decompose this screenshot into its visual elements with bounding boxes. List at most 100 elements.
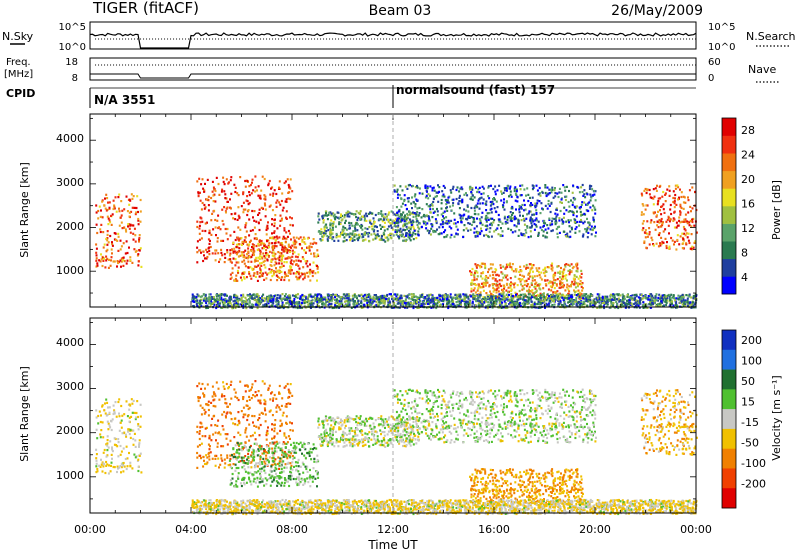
power-cell xyxy=(539,200,541,202)
power-cell xyxy=(551,187,553,189)
power-cell xyxy=(438,191,440,193)
power-cell xyxy=(404,194,406,196)
power-cell xyxy=(343,236,345,238)
power-cell xyxy=(256,245,258,247)
power-cell xyxy=(231,249,233,251)
power-cell xyxy=(210,197,212,199)
power-cell xyxy=(298,260,300,262)
power-cell xyxy=(551,220,553,222)
power-cell xyxy=(676,222,678,224)
power-cell xyxy=(276,206,278,208)
power-cell xyxy=(485,234,487,236)
power-cell xyxy=(691,186,693,188)
power-cell xyxy=(298,238,300,240)
power-cell xyxy=(271,275,273,277)
power-cell xyxy=(365,220,367,222)
power-cell xyxy=(412,185,414,187)
power-cell xyxy=(627,294,629,296)
power-cell xyxy=(670,213,672,215)
power-cell xyxy=(285,273,287,275)
power-cell xyxy=(437,201,439,203)
power-cell xyxy=(438,226,440,228)
power-cell xyxy=(580,280,582,282)
power-cell xyxy=(199,302,201,304)
power-cell xyxy=(586,218,588,220)
power-cell xyxy=(96,254,98,256)
power-cell xyxy=(497,206,499,208)
freq-label-line1: Freq. xyxy=(6,57,31,68)
power-cell xyxy=(413,216,415,218)
power-cell xyxy=(563,207,565,209)
power-cell xyxy=(268,246,270,248)
power-cell xyxy=(351,213,353,215)
power-cell xyxy=(107,216,109,218)
power-cell xyxy=(521,234,523,236)
power-cell xyxy=(498,224,500,226)
power-cell xyxy=(584,228,586,230)
power-cell xyxy=(644,295,646,297)
freq-line xyxy=(90,74,696,78)
power-cell xyxy=(262,176,264,178)
power-cell xyxy=(253,245,255,247)
power-cell xyxy=(589,206,591,208)
power-cell xyxy=(364,218,366,220)
power-cell xyxy=(303,295,305,297)
power-cell xyxy=(400,206,402,208)
power-cell xyxy=(323,221,325,223)
power-cell xyxy=(264,266,266,268)
power-cell xyxy=(430,228,432,230)
power-cell xyxy=(581,286,583,288)
power-cell xyxy=(656,293,658,295)
power-cell xyxy=(406,239,408,241)
power-cell xyxy=(679,210,681,212)
power-cell xyxy=(441,219,443,221)
power-cell xyxy=(574,232,576,234)
power-cell xyxy=(452,300,454,302)
power-cell xyxy=(562,184,564,186)
power-cell xyxy=(589,222,591,224)
power-cell xyxy=(445,203,447,205)
power-cell xyxy=(276,297,278,299)
power-cell xyxy=(338,223,340,225)
power-cell xyxy=(451,209,453,211)
power-cell xyxy=(478,191,480,193)
nsky-tick-bottom: 10^0 xyxy=(59,42,86,53)
power-cell xyxy=(692,301,694,303)
power-cell xyxy=(646,192,648,194)
power-cell xyxy=(547,266,549,268)
power-cell xyxy=(464,304,466,306)
power-cell xyxy=(537,189,539,191)
power-cell xyxy=(234,212,236,214)
power-cell xyxy=(688,199,690,201)
power-cell xyxy=(370,233,372,235)
power-cell xyxy=(227,207,229,209)
power-cell xyxy=(391,296,393,298)
power-cell xyxy=(479,208,481,210)
power-cell xyxy=(220,249,222,251)
power-cell xyxy=(243,259,245,261)
freq-trace xyxy=(90,65,696,78)
power-cell xyxy=(576,294,578,296)
power-cell xyxy=(516,190,518,192)
power-cell xyxy=(476,225,478,227)
power-cell xyxy=(310,253,312,255)
power-cell xyxy=(235,246,237,248)
power-cell xyxy=(579,303,581,305)
power-cell xyxy=(537,200,539,202)
power-cell xyxy=(264,260,266,262)
power-cell xyxy=(468,298,470,300)
power-cell xyxy=(373,230,375,232)
power-cell xyxy=(552,218,554,220)
power-cell xyxy=(488,212,490,214)
power-cell xyxy=(645,209,647,211)
power-cell xyxy=(246,200,248,202)
power-cell xyxy=(636,295,638,297)
power-cell xyxy=(653,221,655,223)
power-cell xyxy=(125,228,127,230)
power-cell xyxy=(482,278,484,280)
power-cell xyxy=(574,221,576,223)
power-cell xyxy=(313,252,315,254)
power-cell xyxy=(558,219,560,221)
power-cell xyxy=(291,190,293,192)
power-cell xyxy=(246,299,248,301)
